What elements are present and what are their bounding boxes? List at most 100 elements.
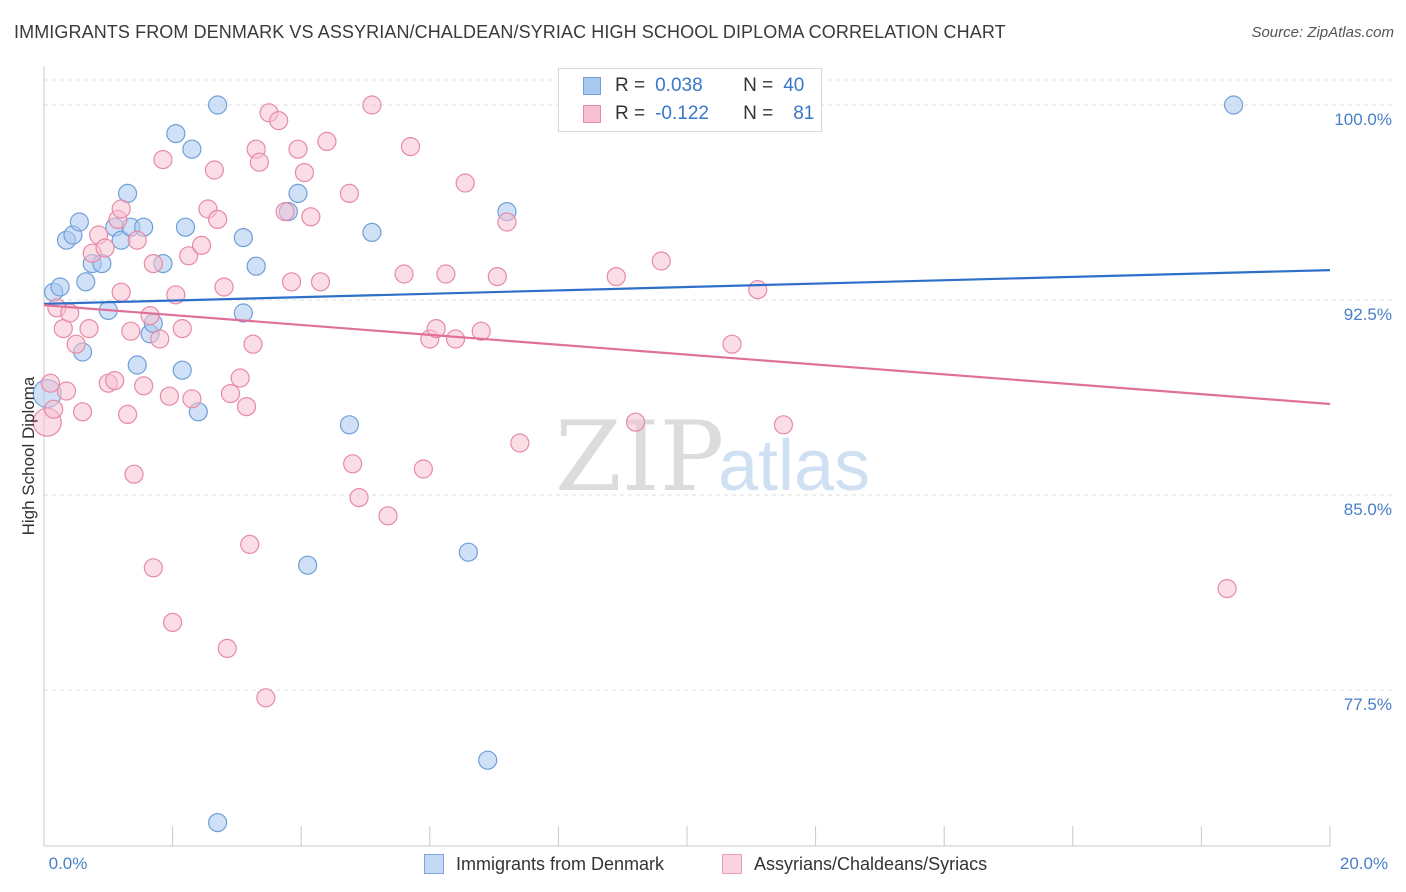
assyrian-trend-line xyxy=(43,304,1331,406)
assyrian-point xyxy=(230,368,250,388)
denmark-trend-line xyxy=(43,269,1331,305)
assyrian-point xyxy=(471,321,491,341)
legend-r-value: -0.122 xyxy=(655,103,709,124)
assyrian-point xyxy=(455,173,475,193)
assyrian-point xyxy=(487,267,507,287)
assyrian-point xyxy=(134,376,154,396)
denmark-point xyxy=(127,355,147,375)
assyrian-point xyxy=(111,199,131,219)
assyrian-point xyxy=(378,506,398,526)
x-tick-label: 20.0% xyxy=(1340,854,1388,873)
assyrian-point xyxy=(143,254,163,274)
assyrian-point xyxy=(349,488,369,508)
assyrian-point xyxy=(497,212,517,232)
legend-n-value: 40 xyxy=(783,75,805,96)
assyrian-point xyxy=(159,386,179,406)
legend-r-value: 0.038 xyxy=(655,75,703,96)
denmark-point xyxy=(172,360,192,380)
assyrian-point xyxy=(191,235,212,255)
assyrian-point xyxy=(121,321,141,341)
assyrian-point xyxy=(44,399,64,419)
assyrian-point xyxy=(208,209,228,229)
assyrian-point xyxy=(249,152,270,172)
y-tick-label: 77.5% xyxy=(1344,695,1392,714)
assyrian-point xyxy=(204,160,224,180)
assyrian-point xyxy=(243,334,263,354)
denmark-point xyxy=(478,750,498,770)
grid-lines: 77.5% 85.0% 92.5% 100.0% xyxy=(44,79,1392,714)
denmark-point xyxy=(233,303,253,323)
assyrian-point xyxy=(301,207,321,227)
bottom-legend-denmark: Immigrants from Denmark xyxy=(424,851,664,877)
denmark-point xyxy=(233,228,253,248)
assyrian-point xyxy=(256,688,276,708)
assyrian-point xyxy=(72,402,93,422)
denmark-point xyxy=(339,415,360,435)
legend-r-label: R = xyxy=(615,75,646,96)
assyrian-point xyxy=(310,272,331,292)
assyrian-point xyxy=(143,558,163,578)
bottom-legend-assyrian: Assyrians/Chaldeans/Syriacs xyxy=(722,851,987,877)
denmark-point xyxy=(362,222,382,242)
assyrian-point xyxy=(275,202,295,222)
assyrian-point xyxy=(140,306,160,326)
assyrian-point xyxy=(748,280,768,300)
assyrian-point xyxy=(445,329,466,349)
assyrian-point xyxy=(426,319,446,339)
assyrian-point xyxy=(220,384,241,404)
denmark-point xyxy=(208,812,228,833)
assyrian-point xyxy=(214,277,234,297)
assyrian-point xyxy=(66,334,86,354)
assyrian-point xyxy=(606,267,626,287)
y-axis-label: High School Diploma xyxy=(19,376,38,535)
legend-row-denmark: R = 0.038 N = 40 xyxy=(583,73,804,99)
assyrian-point xyxy=(240,534,260,555)
legend-n-label: N = xyxy=(743,103,774,124)
assyrian-point xyxy=(394,264,414,284)
legend-r-label: R = xyxy=(615,103,646,124)
assyrian-point xyxy=(400,137,421,157)
denmark-point xyxy=(50,277,70,297)
bottom-legend-swatch-denmark xyxy=(424,854,444,874)
assyrian-point xyxy=(1217,578,1237,599)
bottom-legend-label-assyrian: Assyrians/Chaldeans/Syriacs xyxy=(754,853,988,874)
y-tick-label: 100.0% xyxy=(1334,110,1392,129)
denmark-point xyxy=(458,542,478,562)
y-tick-label: 85.0% xyxy=(1344,500,1392,519)
assyrian-point xyxy=(294,163,315,183)
denmark-point xyxy=(288,183,308,203)
assyrian-point xyxy=(773,415,794,435)
assyrian-point xyxy=(343,454,363,474)
assyrian-point xyxy=(651,251,671,271)
assyrian-point xyxy=(127,230,147,250)
denmark-point xyxy=(1223,95,1244,115)
assyrian-point xyxy=(153,150,173,170)
denmark-point xyxy=(182,139,202,159)
y-tick-label: 92.5% xyxy=(1344,305,1392,324)
denmark-point xyxy=(246,256,266,276)
assyrian-point xyxy=(317,131,337,151)
assyrian-point xyxy=(362,95,382,115)
watermark-atlas: atlas xyxy=(718,426,870,506)
bottom-legend-label-denmark: Immigrants from Denmark xyxy=(456,853,665,874)
assyrian-point xyxy=(182,389,202,409)
assyrian-point xyxy=(124,464,144,484)
assyrian-point xyxy=(281,272,302,292)
assyrian-point xyxy=(95,238,115,258)
assyrian-point xyxy=(236,397,257,417)
legend-n-label: N = xyxy=(743,75,774,96)
assyrian-point xyxy=(163,612,183,633)
assyrian-point xyxy=(217,638,237,659)
assyrian-point xyxy=(105,371,125,391)
denmark-point xyxy=(175,217,196,237)
legend-swatch-denmark xyxy=(583,77,601,95)
assyrian-point xyxy=(150,329,170,349)
assyrian-point xyxy=(436,264,456,284)
assyrian-point xyxy=(269,110,289,131)
assyrian-point xyxy=(339,183,360,203)
bottom-legend-swatch-assyrian xyxy=(722,854,742,874)
denmark-point xyxy=(69,212,89,232)
assyrian-point xyxy=(56,381,77,401)
